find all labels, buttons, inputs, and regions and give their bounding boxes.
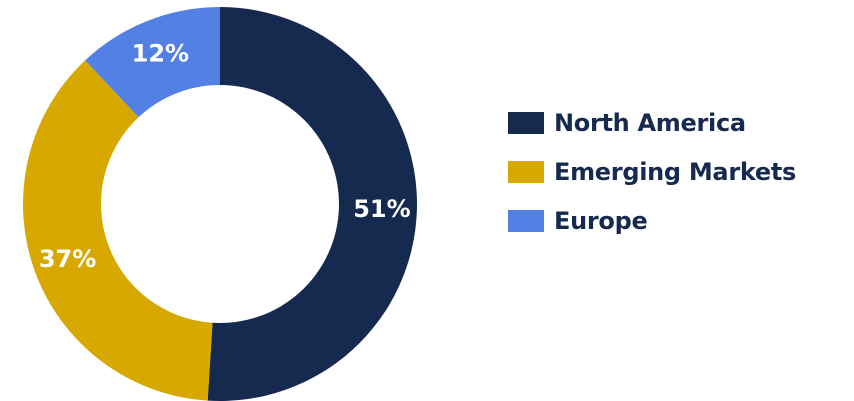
legend-swatch-emerging-markets	[508, 161, 544, 183]
slice-label-europe: 12%	[132, 39, 189, 67]
donut-slice-north-america	[207, 7, 417, 401]
legend-label-emerging-markets: Emerging Markets	[554, 158, 797, 186]
legend-item-emerging-markets: Emerging Markets	[508, 157, 796, 187]
legend-item-europe: Europe	[508, 206, 796, 236]
legend-item-north-america: North America	[508, 108, 796, 138]
chart-legend: North America Emerging Markets Europe	[508, 108, 796, 236]
legend-label-europe: Europe	[554, 207, 648, 235]
legend-swatch-north-america	[508, 112, 544, 134]
donut-slice-emerging-markets	[22, 60, 213, 401]
slice-label-emerging-markets: 37%	[39, 245, 96, 273]
donut-slice-europe	[85, 7, 220, 118]
legend-swatch-europe	[508, 210, 544, 232]
slice-label-north-america: 51%	[353, 195, 410, 223]
legend-label-north-america: North America	[554, 109, 746, 137]
